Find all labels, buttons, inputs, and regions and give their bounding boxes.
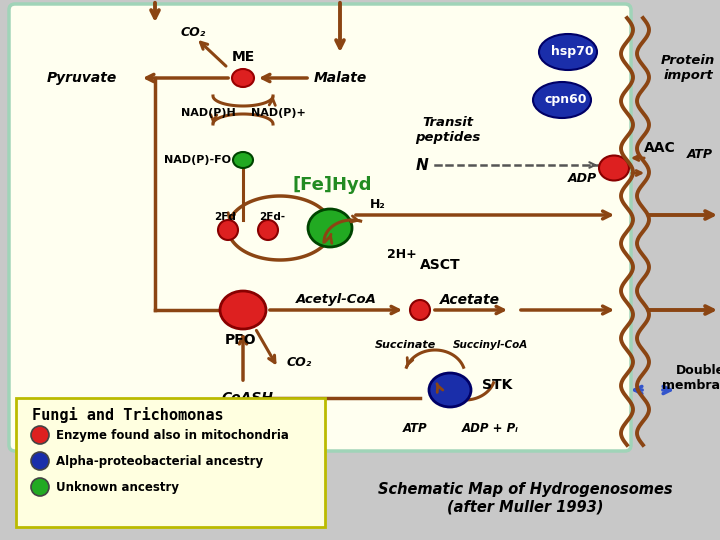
Text: NAD(P)H: NAD(P)H [181, 108, 235, 118]
Text: Double
membrane: Double membrane [662, 364, 720, 392]
FancyBboxPatch shape [16, 398, 325, 527]
Text: STK: STK [482, 378, 513, 392]
Ellipse shape [232, 69, 254, 87]
Ellipse shape [233, 152, 253, 168]
Text: ME: ME [231, 50, 255, 64]
Text: [Fe]Hyd: [Fe]Hyd [292, 176, 372, 194]
Text: NAD(P)+: NAD(P)+ [251, 108, 305, 118]
Text: NAD(P)-FO: NAD(P)-FO [164, 155, 231, 165]
Text: PFO: PFO [225, 333, 257, 347]
Text: H₂: H₂ [370, 199, 386, 212]
Text: Acetyl-CoA: Acetyl-CoA [296, 294, 377, 307]
Text: Succinyl-CoA: Succinyl-CoA [452, 340, 528, 350]
Text: Acetate: Acetate [440, 293, 500, 307]
Text: ATP: ATP [687, 148, 713, 161]
Text: ASCT: ASCT [420, 258, 460, 272]
Text: Enzyme found also in mitochondria: Enzyme found also in mitochondria [56, 429, 289, 442]
Text: AAC: AAC [644, 141, 676, 155]
Circle shape [258, 220, 278, 240]
Text: 2H+: 2H+ [387, 248, 417, 261]
Ellipse shape [539, 34, 597, 70]
Ellipse shape [308, 209, 352, 247]
Text: 2Fd-: 2Fd- [259, 212, 285, 222]
FancyBboxPatch shape [9, 4, 631, 451]
Ellipse shape [220, 291, 266, 329]
Text: 2Fd: 2Fd [214, 212, 236, 222]
Ellipse shape [429, 373, 471, 407]
Text: Pyruvate: Pyruvate [47, 71, 117, 85]
Text: hsp70: hsp70 [551, 45, 593, 58]
Text: Alpha-proteobacterial ancestry: Alpha-proteobacterial ancestry [56, 455, 263, 468]
Text: Malate: Malate [313, 71, 366, 85]
Text: CoASH: CoASH [222, 391, 274, 405]
Text: Transit
peptides: Transit peptides [415, 116, 481, 144]
Text: Protein
import: Protein import [661, 54, 715, 82]
Text: ADP + Pᵢ: ADP + Pᵢ [462, 422, 518, 435]
Text: Succinate: Succinate [374, 340, 436, 350]
Circle shape [31, 452, 49, 470]
Ellipse shape [533, 82, 591, 118]
Text: N: N [415, 158, 428, 172]
Text: ADP: ADP [567, 172, 597, 185]
Circle shape [31, 426, 49, 444]
Text: Unknown ancestry: Unknown ancestry [56, 481, 179, 494]
Circle shape [218, 220, 238, 240]
Ellipse shape [599, 156, 629, 180]
Text: CO₂: CO₂ [287, 355, 312, 368]
Text: CO₂: CO₂ [181, 25, 206, 38]
Text: ATP: ATP [402, 422, 427, 435]
Text: Fungi and Trichomonas: Fungi and Trichomonas [32, 407, 224, 423]
Text: Schematic Map of Hydrogenosomes
(after Muller 1993): Schematic Map of Hydrogenosomes (after M… [378, 482, 672, 514]
Text: cpn60: cpn60 [545, 93, 588, 106]
Circle shape [410, 300, 430, 320]
Circle shape [31, 478, 49, 496]
